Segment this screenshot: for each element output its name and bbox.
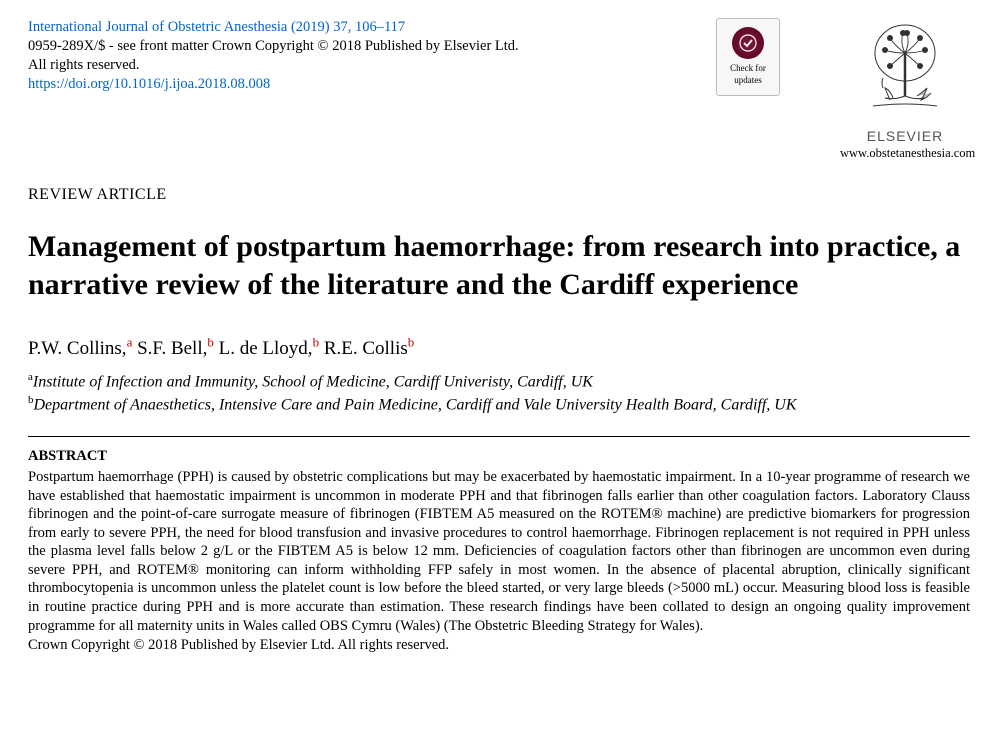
header-left: International Journal of Obstetric Anest…	[28, 18, 716, 93]
author: S.F. Bell,b	[137, 338, 214, 359]
check-updates-label: Check for updates	[721, 63, 775, 86]
elsevier-block: ELSEVIER www.obstetanesthesia.com	[840, 18, 970, 161]
issn-line: 0959-289X/$ - see front matter Crown Cop…	[28, 37, 716, 56]
abstract-body: Postpartum haemorrhage (PPH) is caused b…	[28, 468, 970, 635]
journal-url[interactable]: www.obstetanesthesia.com	[840, 145, 970, 161]
crossmark-icon	[732, 27, 764, 59]
affiliation-b: bDepartment of Anaesthetics, Intensive C…	[28, 393, 970, 416]
header-row: International Journal of Obstetric Anest…	[28, 18, 970, 161]
abstract-heading: ABSTRACT	[28, 447, 970, 466]
author: R.E. Collisb	[324, 338, 414, 359]
affiliation-a: aInstitute of Infection and Immunity, Sc…	[28, 370, 970, 393]
header-badges: Check for updates ELSEVIER www.obstetane…	[716, 18, 970, 161]
abstract-copyright: Crown Copyright © 2018 Published by Else…	[28, 636, 970, 655]
article-title: Management of postpartum haemorrhage: fr…	[28, 228, 970, 303]
author: L. de Lloyd,b	[219, 338, 319, 359]
doi-link[interactable]: https://doi.org/10.1016/j.ijoa.2018.08.0…	[28, 75, 716, 94]
author-list: P.W. Collins,a S.F. Bell,b L. de Lloyd,b…	[28, 335, 970, 362]
rights-line: All rights reserved.	[28, 56, 716, 75]
elsevier-tree-icon	[855, 18, 955, 118]
check-updates-badge[interactable]: Check for updates	[716, 18, 780, 96]
author: P.W. Collins,a	[28, 338, 132, 359]
journal-citation[interactable]: International Journal of Obstetric Anest…	[28, 18, 716, 37]
article-type: REVIEW ARTICLE	[28, 185, 970, 206]
divider-line	[28, 436, 970, 437]
elsevier-label: ELSEVIER	[840, 127, 970, 145]
